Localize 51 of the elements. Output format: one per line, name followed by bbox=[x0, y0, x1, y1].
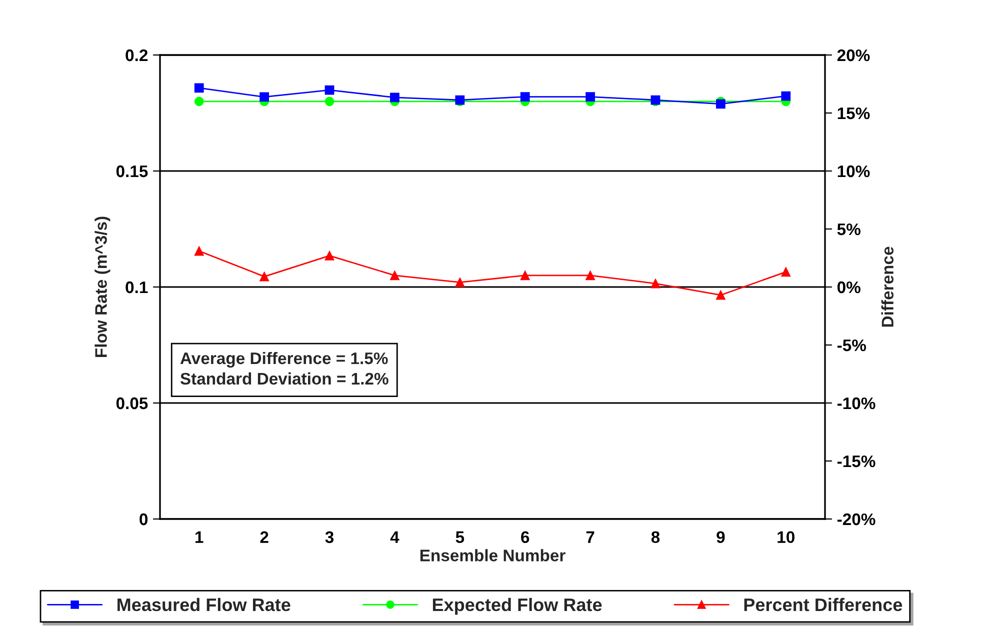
point bbox=[390, 92, 400, 102]
point bbox=[586, 270, 595, 280]
point bbox=[781, 91, 791, 101]
y2-tick-label: 20% bbox=[837, 49, 870, 62]
point bbox=[324, 250, 334, 260]
legend-label: Measured Flow Rate bbox=[118, 598, 290, 612]
point bbox=[324, 85, 334, 95]
y-axis-title: Flow Rate (m^3/s) bbox=[94, 216, 110, 357]
x-tick-label: 1 bbox=[196, 531, 204, 543]
y-tick-label: 0 bbox=[140, 513, 148, 526]
point bbox=[520, 270, 530, 280]
point bbox=[716, 290, 726, 300]
x-tick-label: 8 bbox=[651, 531, 660, 544]
x-axis-title: Ensemble Number bbox=[420, 549, 566, 562]
y2-tick-label: 15% bbox=[838, 107, 870, 120]
x-tick-label: 5 bbox=[456, 531, 464, 544]
x-tick-label: 6 bbox=[521, 531, 530, 544]
point bbox=[194, 96, 204, 106]
y2-tick-label: 0% bbox=[837, 281, 860, 294]
y2-tick-label: -20% bbox=[837, 513, 876, 526]
point bbox=[455, 278, 465, 288]
point bbox=[781, 267, 791, 277]
point bbox=[260, 92, 269, 102]
point bbox=[586, 92, 595, 102]
y2-tick-label: -10% bbox=[837, 397, 876, 410]
annotation: Average Difference = 1.5% Standard Deviation = 1.2% bbox=[180, 352, 388, 385]
x-tick-label: 4 bbox=[390, 531, 400, 543]
point bbox=[390, 270, 400, 280]
x-tick-label: 10 bbox=[778, 531, 794, 544]
legend-label: Percent Difference bbox=[744, 598, 902, 612]
x-tick-label: 7 bbox=[586, 531, 594, 543]
x-tick-label: 9 bbox=[716, 531, 725, 544]
y2-axis-title: Difference bbox=[881, 246, 894, 327]
y2-tick-label: -5% bbox=[837, 339, 866, 352]
x-tick-label: 3 bbox=[325, 531, 334, 544]
y2-tick-label: -15% bbox=[837, 455, 876, 468]
x-tick-label: 2 bbox=[260, 531, 268, 543]
y-tick-label: 0.2 bbox=[126, 49, 148, 62]
y2-tick-label: 10% bbox=[838, 165, 870, 178]
point bbox=[260, 272, 269, 282]
point bbox=[716, 99, 726, 109]
point bbox=[194, 83, 204, 93]
legend-label: Expected Flow Rate bbox=[432, 598, 602, 615]
point bbox=[650, 278, 660, 288]
point bbox=[194, 246, 204, 256]
y-tick-label: 0.1 bbox=[126, 281, 148, 294]
y-tick-label: 0.05 bbox=[116, 397, 148, 410]
y2-tick-label: 5% bbox=[837, 223, 860, 236]
y-tick-label: 0.15 bbox=[116, 165, 148, 178]
point bbox=[324, 96, 334, 106]
point bbox=[520, 92, 530, 102]
